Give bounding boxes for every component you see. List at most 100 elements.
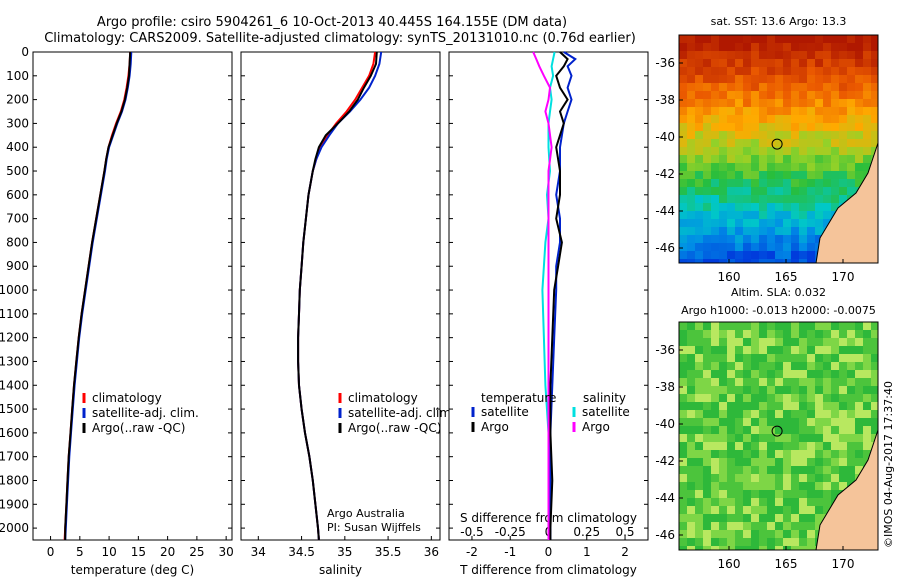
- map-cell: [775, 235, 783, 243]
- map-cell: [799, 498, 807, 506]
- map-cell: [703, 394, 711, 402]
- map-cell: [815, 187, 823, 195]
- map-cell: [871, 51, 878, 59]
- map-cell: [767, 43, 775, 51]
- map-cell: [775, 410, 783, 418]
- map-cell: [799, 434, 807, 442]
- map-cell: [759, 370, 767, 378]
- map-cell: [743, 219, 751, 227]
- map-cell: [839, 466, 847, 474]
- map-cell: [775, 498, 783, 506]
- map-cell: [855, 466, 863, 474]
- map-cell: [847, 115, 855, 123]
- map-cell: [711, 259, 719, 263]
- map-cell: [719, 203, 727, 211]
- map-cell: [711, 43, 719, 51]
- map-cell: [807, 227, 815, 235]
- map-cell: [695, 338, 703, 346]
- map-cell: [863, 394, 871, 402]
- map-cell: [679, 83, 687, 91]
- map-cell: [759, 498, 767, 506]
- map-cell: [719, 179, 727, 187]
- map-cell: [783, 171, 791, 179]
- map-cell: [775, 195, 783, 203]
- map-cell: [711, 490, 719, 498]
- map-cell: [775, 330, 783, 338]
- map-cell: [703, 187, 711, 195]
- map-cell: [743, 386, 751, 394]
- map-cell: [815, 498, 823, 506]
- map-cell: [791, 522, 799, 530]
- map-cell: [743, 43, 751, 51]
- map-cell: [863, 418, 871, 426]
- map-cell: [831, 115, 839, 123]
- map-cell: [863, 43, 871, 51]
- map-cell: [703, 530, 711, 538]
- map-cell: [823, 83, 831, 91]
- map-cell: [703, 107, 711, 115]
- map-cell: [751, 482, 759, 490]
- y-tick-label: 300: [6, 116, 29, 130]
- map-cell: [871, 354, 878, 362]
- map-cell: [839, 474, 847, 482]
- map-cell: [695, 131, 703, 139]
- sla-map-panel: Altim. SLA: 0.032 Argo h1000: -0.013 h200…: [655, 286, 879, 571]
- map-cell: [783, 490, 791, 498]
- y-tick-label: 600: [6, 188, 29, 202]
- map-cell: [743, 458, 751, 466]
- map-cell: [831, 426, 839, 434]
- map-cell: [815, 346, 823, 354]
- map-cell: [695, 458, 703, 466]
- map-cell: [807, 35, 815, 43]
- map-cell: [767, 83, 775, 91]
- map-cell: [679, 370, 687, 378]
- map-cell: [735, 171, 743, 179]
- map-cell: [847, 123, 855, 131]
- y-tick-label: 1100: [0, 307, 29, 321]
- map-cell: [743, 490, 751, 498]
- map-cell: [823, 490, 831, 498]
- map-cell: [695, 450, 703, 458]
- map-cell: [695, 546, 703, 550]
- map-cell: [775, 251, 783, 259]
- map-cell: [703, 147, 711, 155]
- map-cell: [775, 91, 783, 99]
- map-title: sat. SST: 13.6 Argo: 13.3: [711, 15, 847, 28]
- map-cell: [791, 99, 799, 107]
- y-tick-label: 2000: [0, 521, 29, 535]
- map-cell: [855, 171, 863, 179]
- map-cell: [791, 227, 799, 235]
- map-cell: [775, 43, 783, 51]
- map-cell: [767, 330, 775, 338]
- map-cell: [871, 59, 878, 67]
- map-cell: [783, 322, 791, 330]
- map-cell: [815, 378, 823, 386]
- map-cell: [727, 354, 735, 362]
- map-cell: [711, 386, 719, 394]
- map-cell: [719, 458, 727, 466]
- map-cell: [839, 67, 847, 75]
- map-cell: [759, 338, 767, 346]
- map-cell: [679, 426, 687, 434]
- copyright-text: ©IMOS 04-Aug-2017 17:37:40: [882, 381, 895, 548]
- map-cell: [855, 434, 863, 442]
- map-cell: [799, 546, 807, 550]
- map-cell: [751, 227, 759, 235]
- map-cell: [807, 75, 815, 83]
- legend-label: climatology: [348, 391, 418, 405]
- map-cell: [735, 123, 743, 131]
- map-cell: [695, 362, 703, 370]
- map-cell: [807, 51, 815, 59]
- map-cell: [823, 99, 831, 107]
- map-cell: [783, 442, 791, 450]
- credit-line-2: PI: Susan Wijffels: [327, 521, 421, 534]
- legend-label: Argo(..raw -QC): [348, 421, 441, 435]
- map-cell: [799, 362, 807, 370]
- map-cell: [679, 243, 687, 251]
- map-cell: [823, 482, 831, 490]
- map-cell: [751, 490, 759, 498]
- map-cell: [727, 115, 735, 123]
- map-cell: [799, 490, 807, 498]
- map-cell: [815, 35, 823, 43]
- map-cell: [695, 51, 703, 59]
